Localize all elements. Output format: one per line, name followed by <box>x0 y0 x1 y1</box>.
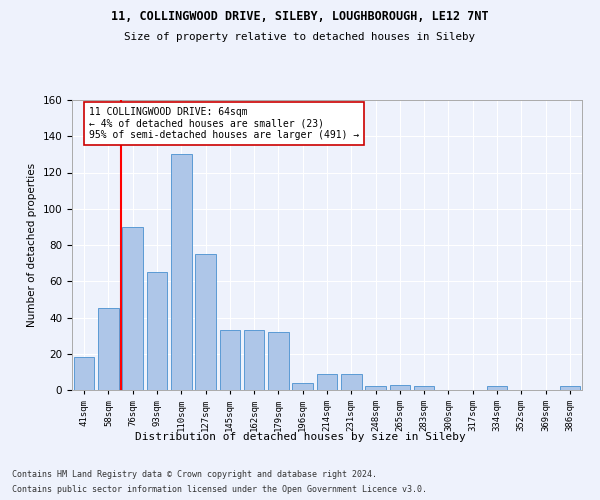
Bar <box>341 374 362 390</box>
Bar <box>195 254 216 390</box>
Bar <box>268 332 289 390</box>
Bar <box>292 383 313 390</box>
Text: Distribution of detached houses by size in Sileby: Distribution of detached houses by size … <box>134 432 466 442</box>
Text: Contains public sector information licensed under the Open Government Licence v3: Contains public sector information licen… <box>12 485 427 494</box>
Bar <box>171 154 191 390</box>
Bar <box>98 308 119 390</box>
Bar <box>560 386 580 390</box>
Bar <box>487 386 508 390</box>
Text: 11 COLLINGWOOD DRIVE: 64sqm
← 4% of detached houses are smaller (23)
95% of semi: 11 COLLINGWOOD DRIVE: 64sqm ← 4% of deta… <box>89 108 359 140</box>
Bar <box>365 386 386 390</box>
Bar <box>146 272 167 390</box>
Bar <box>220 330 240 390</box>
Text: 11, COLLINGWOOD DRIVE, SILEBY, LOUGHBOROUGH, LE12 7NT: 11, COLLINGWOOD DRIVE, SILEBY, LOUGHBORO… <box>111 10 489 23</box>
Bar <box>317 374 337 390</box>
Bar <box>389 384 410 390</box>
Bar <box>244 330 265 390</box>
Bar <box>122 227 143 390</box>
Text: Size of property relative to detached houses in Sileby: Size of property relative to detached ho… <box>125 32 476 42</box>
Text: Contains HM Land Registry data © Crown copyright and database right 2024.: Contains HM Land Registry data © Crown c… <box>12 470 377 479</box>
Y-axis label: Number of detached properties: Number of detached properties <box>27 163 37 327</box>
Bar <box>74 358 94 390</box>
Bar <box>414 386 434 390</box>
